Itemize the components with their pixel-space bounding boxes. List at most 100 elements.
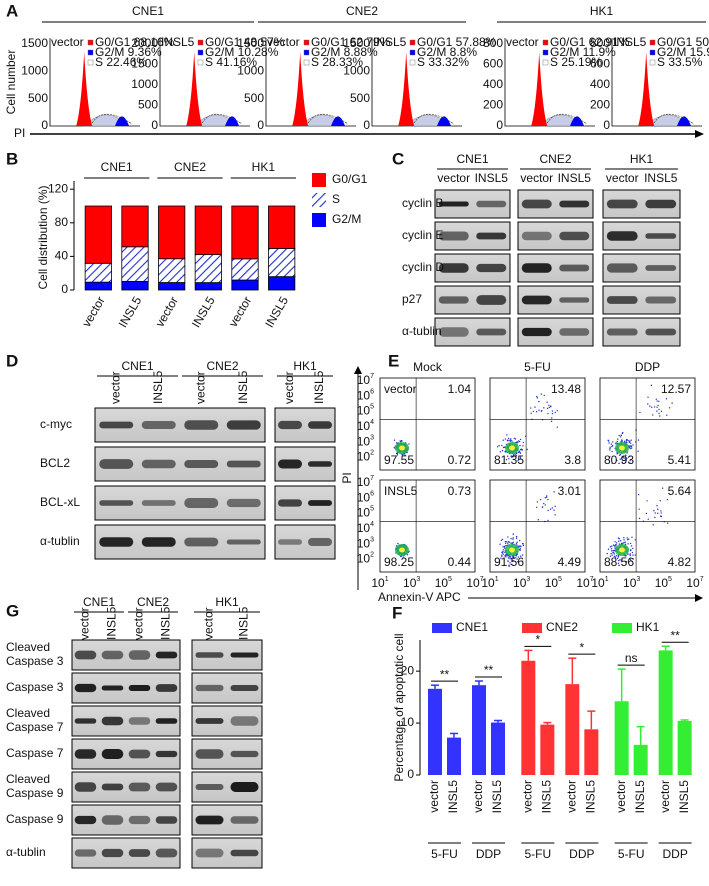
legend-swatch (312, 193, 326, 207)
event-dot (632, 444, 634, 446)
group-label: HK1 (590, 4, 614, 18)
stat-label: G0/G1 50.59% (657, 35, 709, 49)
event-dot (503, 446, 506, 448)
event-dot (521, 560, 524, 563)
group-label: CNE2 (206, 359, 238, 373)
tick-exponent: 2 (370, 552, 374, 559)
quadrant-value: 12.57 (661, 382, 691, 396)
column-label: DDP (635, 360, 660, 374)
band (521, 263, 552, 273)
quadrant-value: 0.72 (448, 453, 472, 467)
event-dot (522, 445, 524, 447)
tick-exponent: 5 (668, 576, 672, 583)
event-dot (537, 519, 539, 521)
plot-frame (379, 479, 476, 573)
event-dot (504, 540, 507, 543)
event-dot (637, 439, 640, 441)
y-tick-label: 1500 (343, 36, 370, 50)
band (230, 816, 259, 824)
tick-label: 102 (357, 450, 374, 464)
event-dot (638, 517, 641, 520)
event-dot (628, 441, 631, 444)
band (308, 537, 332, 547)
event-dot (499, 451, 501, 453)
event-dot (519, 547, 522, 550)
bar-segment (84, 262, 112, 283)
band (155, 718, 178, 724)
tick-base: 10 (481, 576, 495, 590)
stat-swatch (542, 49, 549, 56)
group-label: CNE1 (83, 595, 115, 609)
event-dot (647, 518, 649, 520)
event-dot (606, 552, 608, 555)
lane-label: vector (437, 171, 470, 185)
event-dot (609, 555, 612, 557)
event-dot (608, 440, 610, 442)
event-dot (656, 400, 658, 402)
y-axis-label: Percentage of apoptotic cell (392, 633, 406, 781)
tick-base: 10 (357, 491, 371, 505)
band (101, 783, 124, 791)
band (645, 199, 677, 209)
event-dot (517, 556, 520, 558)
legend-swatch (312, 173, 326, 187)
band (278, 459, 302, 469)
band (438, 296, 469, 304)
y-tick-label: 200 (483, 98, 503, 112)
x-tick-label: INSL5 (446, 780, 460, 814)
event-dot (393, 439, 396, 441)
tick-base: 10 (357, 506, 371, 520)
tick-label: 101 (481, 576, 498, 590)
g0g1-peak (186, 52, 203, 126)
event-dot (499, 543, 501, 545)
tick-label: 106 (357, 490, 374, 504)
group-label: HK1 (252, 160, 276, 174)
event-dot (504, 542, 507, 545)
event-dot (512, 537, 514, 539)
tick-base: 10 (357, 373, 371, 387)
y-tick-label: 500 (138, 98, 158, 112)
event-dot (617, 556, 620, 558)
row-label: Cleaved (6, 640, 50, 654)
x-tick-label: vector (226, 294, 254, 329)
tick-base: 10 (576, 576, 590, 590)
event-dot (514, 453, 516, 455)
event-dot (507, 542, 509, 544)
event-dot (548, 404, 550, 406)
event-dot (395, 452, 398, 455)
band (645, 328, 677, 336)
y-tick-label: 0 (257, 118, 264, 132)
tick-label: 105 (357, 404, 374, 418)
event-dot (619, 540, 622, 542)
group-label: CNE1 (121, 359, 153, 373)
band (438, 263, 469, 273)
x-tick-label: vector (614, 780, 628, 813)
event-dot (657, 512, 659, 515)
y-tick-label: 1500 (21, 36, 48, 50)
event-dot (505, 556, 507, 558)
stat-label: G0/G1 57.88% (417, 35, 497, 49)
band (184, 498, 219, 508)
stat-swatch (542, 39, 549, 46)
event-dot (522, 544, 525, 547)
group-label: CNE1 (456, 152, 488, 166)
event-dot (521, 542, 524, 545)
event-dot (660, 515, 663, 518)
event-dot (500, 557, 502, 559)
event-dot (661, 487, 664, 489)
row-label: α-tublin (402, 324, 442, 338)
event-dot (501, 444, 503, 447)
event-dot (393, 447, 395, 449)
event-dot (660, 512, 662, 514)
band (155, 782, 178, 792)
event-dot (656, 410, 658, 412)
y-tick-label: 500 (28, 91, 48, 105)
tick-exponent: 3 (636, 576, 640, 583)
event-dot (544, 497, 546, 499)
event-dot (519, 438, 522, 441)
event-dot (629, 442, 632, 444)
plot-label: INSL5 (613, 35, 647, 49)
x-axis-label: PI (14, 126, 25, 140)
x-tick-label: vector (565, 780, 579, 813)
event-dot (395, 442, 398, 444)
